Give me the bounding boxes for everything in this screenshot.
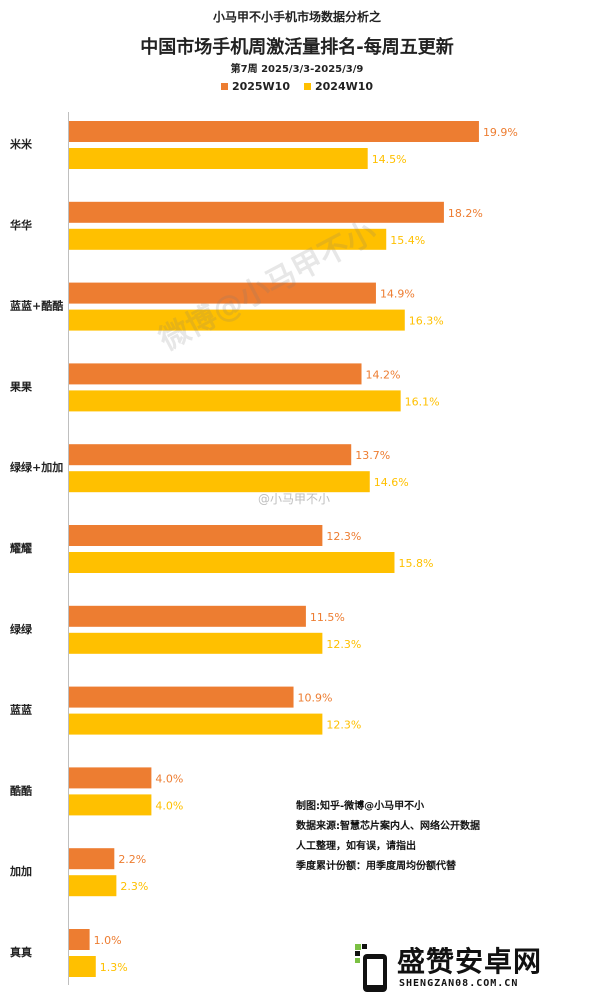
chart-notes: 制图:知乎-微博@小马甲不小 数据来源:智慧芯片案内人、网络公开数据 人工整理，… xyxy=(296,797,556,877)
watermark-weibo: @小马甲不小 xyxy=(258,492,331,506)
data-label: 13.7% xyxy=(355,449,390,462)
bar-2025w10-9 xyxy=(69,848,115,870)
data-label: 14.2% xyxy=(366,368,401,381)
brand-name: 盛赞安卓网 xyxy=(397,945,543,978)
chart-supertitle: 小马甲不小手机市场数据分析之 xyxy=(212,10,381,24)
legend-item-2025: 2025W10 xyxy=(220,80,290,93)
bar-2024w10-1 xyxy=(69,228,387,250)
bar-2025w10-6 xyxy=(69,605,306,627)
bar-2024w10-9 xyxy=(69,875,117,897)
legend-label-2024: 2024W10 xyxy=(315,80,374,93)
data-label: 15.4% xyxy=(390,234,425,247)
bar-2024w10-0 xyxy=(69,148,368,169)
bar-2024w10-3 xyxy=(69,390,401,412)
chart-title: 中国市场手机周激活量排名-每周五更新 xyxy=(140,37,454,58)
legend-swatch-2024 xyxy=(304,83,311,90)
data-label: 14.9% xyxy=(380,288,415,301)
data-label: 19.9% xyxy=(483,126,518,139)
data-label: 15.8% xyxy=(398,557,433,570)
data-label: 12.3% xyxy=(326,638,361,651)
bar-2025w10-7 xyxy=(69,686,294,708)
bar-2025w10-1 xyxy=(69,201,444,223)
data-label: 16.1% xyxy=(405,395,440,408)
legend-item-2024: 2024W10 xyxy=(304,80,373,93)
category-label: 加加 xyxy=(9,864,32,878)
data-label: 2.3% xyxy=(120,880,148,893)
data-label: 10.9% xyxy=(298,692,333,705)
data-label: 4.0% xyxy=(155,772,183,785)
bar-2025w10-3 xyxy=(69,363,362,385)
note-source: 数据来源:智慧芯片案内人、网络公开数据 xyxy=(296,821,480,832)
data-label: 12.3% xyxy=(326,719,361,732)
legend-label-2025: 2025W10 xyxy=(231,80,290,93)
category-label: 米米 xyxy=(9,137,33,151)
data-label: 1.0% xyxy=(94,934,122,947)
category-label: 酷酷 xyxy=(10,783,32,797)
bar-2024w10-8 xyxy=(69,794,152,816)
data-label: 14.5% xyxy=(372,153,407,166)
data-label: 16.3% xyxy=(409,315,444,328)
data-label: 2.2% xyxy=(118,853,146,866)
bar-2024w10-4 xyxy=(69,471,370,493)
category-label: 真真 xyxy=(10,945,32,959)
bar-2024w10-7 xyxy=(69,713,323,735)
data-label: 11.5% xyxy=(310,611,345,624)
brand-url: SHENGZAN08.COM.CN xyxy=(399,978,519,989)
bar-2024w10-6 xyxy=(69,632,323,654)
bar-2024w10-2 xyxy=(69,309,405,331)
category-label: 耀耀 xyxy=(10,541,32,555)
bar-2025w10-10 xyxy=(69,929,90,950)
bar-2025w10-8 xyxy=(69,767,152,789)
phone-logo-icon xyxy=(355,944,387,992)
category-label: 蓝蓝 xyxy=(10,703,32,717)
site-brand: 盛赞安卓网 SHENGZAN08.COM.CN xyxy=(355,940,587,996)
legend-swatch-2025 xyxy=(220,83,228,90)
category-label: 蓝蓝+酷酷 xyxy=(10,299,63,313)
data-label: 1.3% xyxy=(100,961,128,974)
category-label: 绿绿+加加 xyxy=(10,460,63,474)
data-label: 14.6% xyxy=(374,476,409,489)
chart-period: 第7周 2025/3/3-2025/3/9 xyxy=(230,64,364,75)
chart-legend: 2025W10 2024W10 xyxy=(0,80,594,93)
note-method: 季度累计份额：用季度周均份额代替 xyxy=(296,861,456,872)
bar-2025w10-5 xyxy=(69,525,323,546)
bar-2025w10-0 xyxy=(69,121,479,142)
category-label: 果果 xyxy=(9,380,32,393)
bar-2024w10-10 xyxy=(69,956,96,977)
category-label: 绿绿 xyxy=(10,622,33,636)
note-manual: 人工整理，如有误，请指出 xyxy=(296,841,416,852)
bar-2024w10-5 xyxy=(69,552,395,573)
data-label: 18.2% xyxy=(448,207,483,220)
data-label: 4.0% xyxy=(155,799,183,812)
data-label: 12.3% xyxy=(326,530,361,543)
bar-2025w10-4 xyxy=(69,444,352,466)
category-label: 华华 xyxy=(10,218,32,232)
note-author: 制图:知乎-微博@小马甲不小 xyxy=(296,801,425,812)
bar-2025w10-2 xyxy=(69,282,376,304)
